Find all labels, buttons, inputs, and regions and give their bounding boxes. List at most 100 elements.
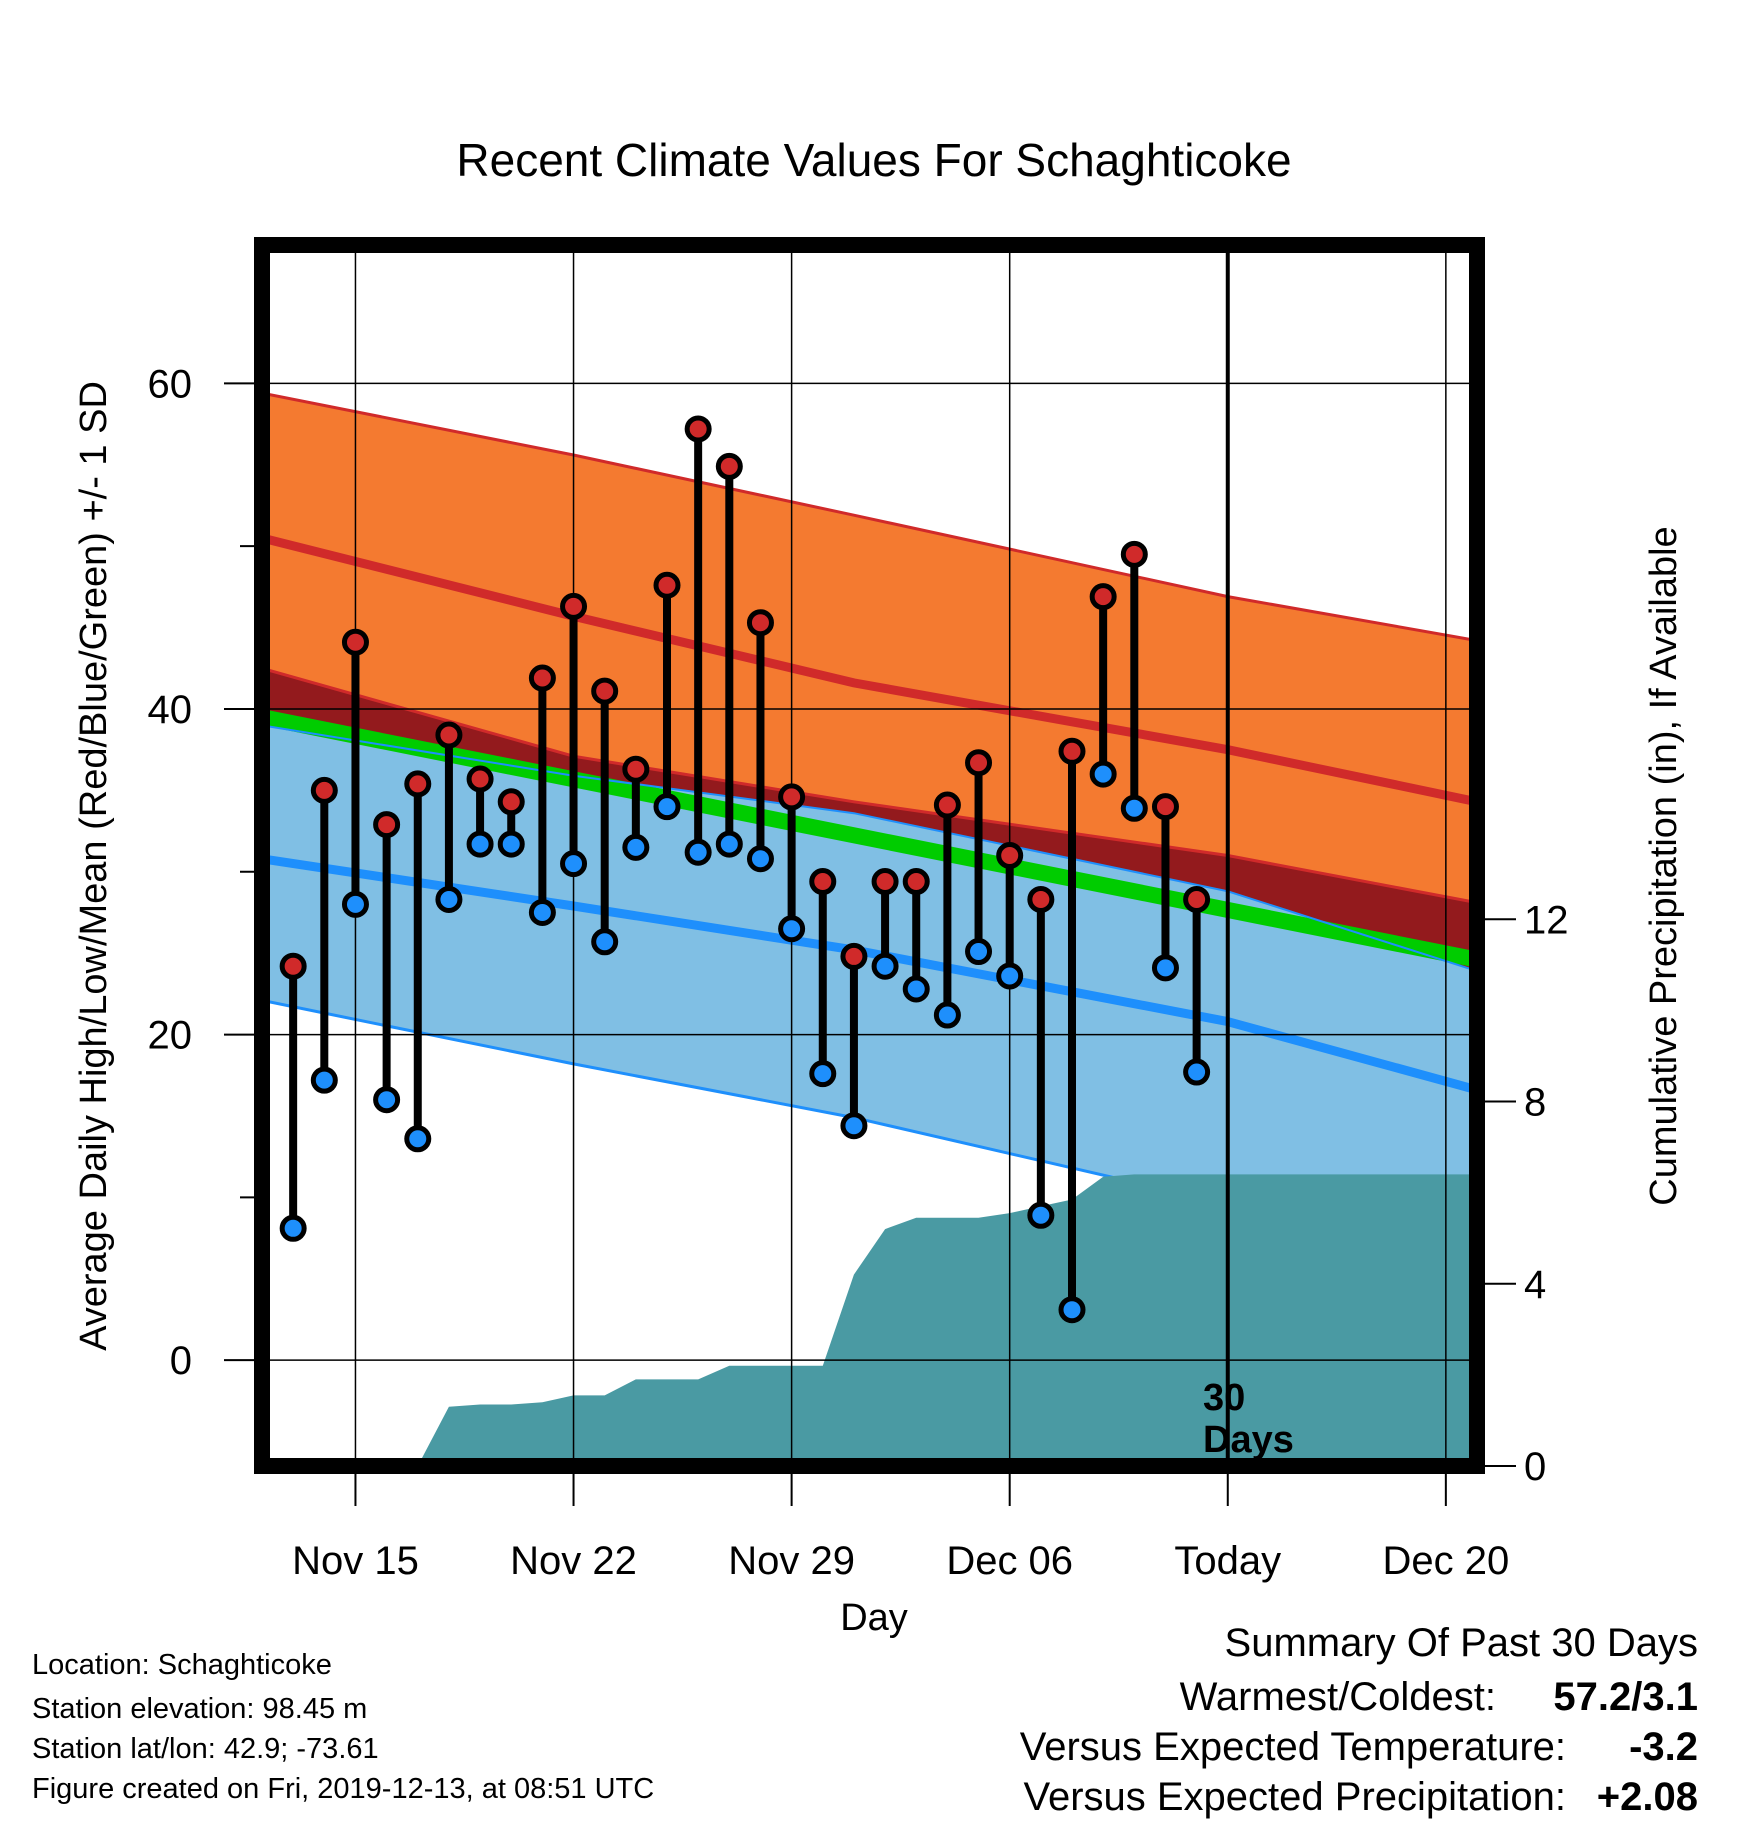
axes: 0 20 40 60 0 4 8 12 Nov 15 Nov 22 Nov 29 Dec 06 Toda… [148,237,1569,1583]
today-annotation-line2: Days [1203,1419,1294,1461]
daily-low-point [933,1001,961,1029]
precipitation-area [417,1174,1477,1466]
y2-tick-label: 12 [1524,898,1569,942]
x-tick-label: Today [1174,1539,1281,1583]
daily-high-point [528,664,556,692]
summary-temperature-label: Versus Expected Temperature: [1020,1725,1566,1769]
daily-high-point [560,592,588,620]
daily-low-point [310,1066,338,1094]
footer-latlon: Station lat/lon: 42.9; -73.61 [32,1733,379,1765]
daily-low-point [902,975,930,1003]
y2-axis-label: Cumulative Precipitation (in), If Availa… [1643,526,1685,1205]
y-tick-label: 20 [148,1014,193,1058]
daily-high-point [435,721,463,749]
daily-high-point [310,776,338,804]
x-axis-label: Day [840,1597,908,1639]
daily-high-point [933,791,961,819]
daily-low-point [653,793,681,821]
daily-high-point [1058,737,1086,765]
daily-high-point [1120,540,1148,568]
daily-high-point [1089,583,1117,611]
daily-high-point [466,765,494,793]
footer-created: Figure created on Fri, 2019-12-13, at 08… [32,1773,654,1805]
plot-frame [254,237,1485,1474]
summary-temperature-value: -3.2 [1629,1725,1698,1769]
daily-low-point [809,1060,837,1088]
daily-low-point [1151,954,1179,982]
daily-high-point [653,571,681,599]
summary-precipitation-label: Versus Expected Precipitation: [1023,1775,1566,1819]
daily-low-point [466,830,494,858]
daily-high-point [746,609,774,637]
chart-title: Recent Climate Values For Schaghticoke [456,134,1291,186]
data-marks [279,415,1211,1324]
daily-high-point [1183,885,1211,913]
daily-low-point [746,845,774,873]
daily-low-point [560,850,588,878]
y2-tick-label: 0 [1524,1445,1546,1489]
daily-low-point [341,890,369,918]
normal-high-upper-line [262,391,1477,643]
daily-low-point [684,838,712,866]
daily-low-point [404,1125,432,1153]
daily-high-point [497,788,525,816]
y-axis-label: Average Daily High/Low/Mean (Red/Blue/Gr… [73,381,115,1351]
daily-low-point [1183,1058,1211,1086]
x-tick-label: Dec 06 [946,1539,1073,1583]
normal-high-band [262,393,1477,903]
daily-high-point [902,868,930,896]
x-tick-label: Nov 22 [510,1539,637,1583]
daily-high-point [778,783,806,811]
y2-tick-label: 8 [1524,1081,1546,1125]
daily-high-point [965,749,993,777]
daily-low-point [591,928,619,956]
daily-low-point [996,962,1024,990]
normal-low-band-fill [262,730,1477,1204]
today-annotation-line1: 30 [1203,1377,1245,1419]
x-tick-label: Nov 15 [292,1539,419,1583]
daily-high-point [622,755,650,783]
footer-location: Location: Schaghticoke [32,1649,332,1681]
summary-warmest-coldest-value: 57.2/3.1 [1553,1675,1698,1719]
x-tick-label: Nov 29 [728,1539,855,1583]
daily-low-point [1120,794,1148,822]
normal-low-upper-line [262,724,1477,973]
y-tick-label: 60 [148,362,193,406]
plot-area [262,245,1477,1466]
daily-high-point [341,628,369,656]
daily-low-point [497,830,525,858]
summary-warmest-coldest-label: Warmest/Coldest: [1180,1675,1496,1719]
daily-low-point [1027,1201,1055,1229]
normal-high-lower-line [262,666,1477,905]
daily-low-point [373,1086,401,1114]
daily-high-point [1151,793,1179,821]
daily-high-point [809,868,837,896]
normal-high-mean-line [262,533,1477,807]
y2-tick-label: 4 [1524,1263,1546,1307]
daily-low-point [279,1214,307,1242]
daily-low-point [1058,1296,1086,1324]
daily-low-point [435,885,463,913]
daily-high-point [871,868,899,896]
summary-title: Summary Of Past 30 Days [1225,1621,1698,1665]
daily-high-point [715,452,743,480]
daily-high-point [373,811,401,839]
footer-elevation: Station elevation: 98.45 m [32,1693,367,1725]
daily-low-point [622,833,650,861]
daily-low-point [528,898,556,926]
daily-high-point [279,952,307,980]
daily-low-point [778,915,806,943]
daily-high-point [1027,885,1055,913]
daily-low-point [715,830,743,858]
daily-low-point [965,938,993,966]
daily-high-point [840,942,868,970]
summary-precipitation-value: +2.08 [1597,1775,1698,1819]
daily-high-point [996,842,1024,869]
daily-high-point [684,415,712,443]
y-tick-label: 40 [148,688,193,732]
y-tick-label: 0 [170,1339,192,1383]
x-tick-label: Dec 20 [1382,1539,1509,1583]
daily-low-point [1089,760,1117,788]
daily-low-point [871,952,899,980]
